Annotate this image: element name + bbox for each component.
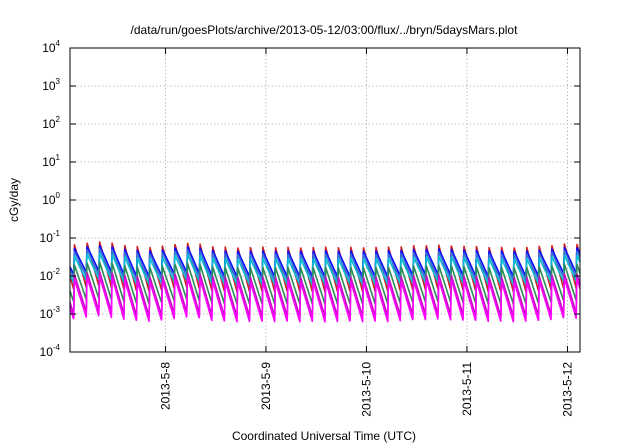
y-tick-label: 10-2	[40, 267, 61, 283]
y-tick-label: 10-4	[40, 343, 61, 359]
x-tick-label: 2013-5-10	[359, 362, 373, 417]
y-tick-label-base: 10	[42, 41, 56, 55]
y-tick-label: 102	[42, 115, 60, 131]
x-tick-label: 2013-5-12	[560, 362, 574, 417]
y-tick-label-exponent: -4	[53, 343, 61, 352]
y-tick-label-base: 10	[40, 345, 54, 359]
y-tick-label: 103	[42, 77, 60, 93]
y-tick-label-base: 10	[42, 155, 56, 169]
x-tick-label: 2013-5-9	[259, 362, 273, 410]
x-tick-labels: 2013-5-8 2013-5-9 2013-5-10 2013-5-11 2013-5…	[158, 362, 574, 417]
y-tick-label: 10-3	[40, 305, 61, 321]
y-tick-label: 100	[42, 191, 60, 207]
y-tick-label-exponent: -3	[53, 305, 61, 314]
series-layer	[69, 241, 581, 323]
y-tick-label: 104	[42, 39, 60, 55]
y-tick-label-exponent: 1	[56, 153, 61, 162]
y-tick-label-exponent: -2	[53, 267, 61, 276]
y-tick-label-exponent: 3	[56, 77, 61, 86]
y-tick-label-exponent: 2	[56, 115, 61, 124]
y-tick-label-base: 10	[40, 307, 54, 321]
y-axis-label: cGy/day	[7, 178, 21, 222]
y-tick-label-exponent: 4	[56, 39, 61, 48]
series-line	[69, 275, 581, 323]
y-tick-label-exponent: -1	[53, 229, 61, 238]
y-tick-label-base: 10	[42, 79, 56, 93]
grid	[70, 47, 580, 353]
x-tick-label: 2013-5-8	[158, 362, 172, 410]
y-tick-label-base: 10	[40, 231, 54, 245]
y-tick-label: 101	[42, 153, 60, 169]
ticks	[70, 47, 580, 353]
chart-title: /data/run/goesPlots/archive/2013-05-12/0…	[131, 23, 519, 37]
y-tick-label-base: 10	[42, 193, 56, 207]
x-tick-label: 2013-5-11	[460, 362, 474, 416]
y-tick-label-base: 10	[42, 117, 56, 131]
x-axis-label: Coordinated Universal Time (UTC)	[232, 429, 416, 443]
y-tick-label: 10-1	[40, 229, 61, 245]
y-tick-label-base: 10	[40, 269, 54, 283]
y-tick-label-exponent: 0	[56, 191, 61, 200]
